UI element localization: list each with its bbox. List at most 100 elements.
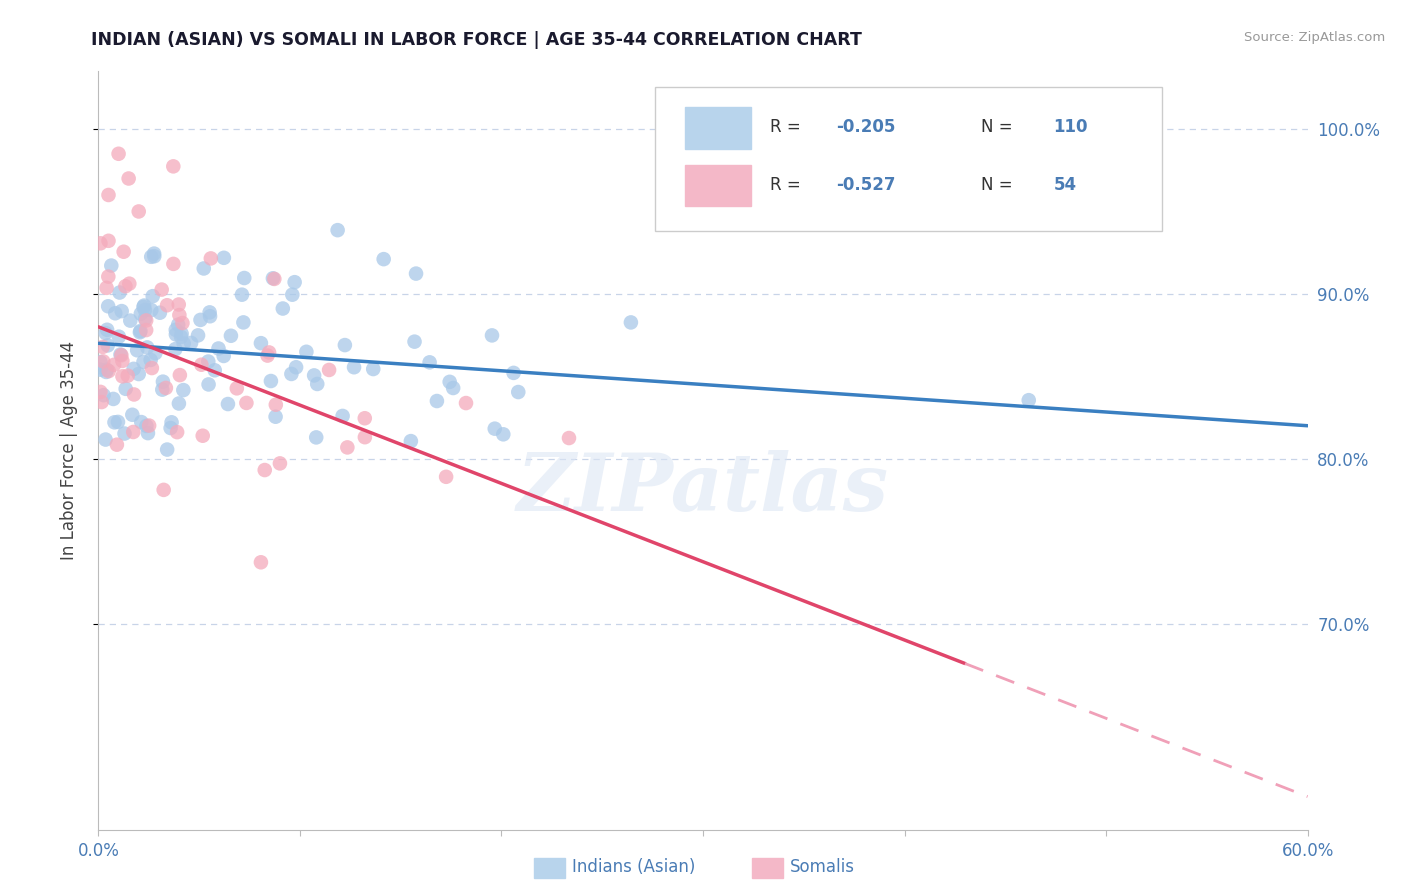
Point: [405, 267, 427, 281]
Text: ZIPatlas: ZIPatlas: [517, 450, 889, 527]
Point: [150, 383, 173, 397]
Point: [97, 299, 120, 313]
Point: [167, 396, 190, 410]
Point: [94, 326, 117, 340]
Point: [111, 369, 134, 384]
Point: [114, 382, 136, 396]
Point: [558, 431, 581, 445]
Point: [295, 344, 318, 359]
Point: [332, 409, 354, 423]
Point: [305, 430, 328, 444]
Point: [89, 384, 111, 399]
Point: [285, 360, 308, 375]
Point: [96, 281, 118, 295]
Point: [136, 426, 159, 441]
Point: [118, 171, 141, 186]
Point: [256, 349, 278, 363]
Text: R =: R =: [769, 176, 806, 194]
Point: [155, 381, 177, 395]
Text: N =: N =: [981, 176, 1018, 194]
Point: [284, 275, 307, 289]
Point: [134, 299, 156, 313]
Point: [318, 363, 340, 377]
Point: [117, 368, 139, 383]
Point: [110, 348, 132, 362]
Point: [165, 323, 187, 337]
Point: [260, 374, 283, 388]
Point: [120, 313, 142, 327]
Point: [281, 287, 304, 301]
Point: [143, 246, 166, 260]
Point: [135, 418, 157, 433]
Point: [198, 310, 221, 324]
Point: [169, 308, 191, 322]
Point: [97, 364, 120, 378]
Point: [141, 361, 163, 376]
Point: [135, 323, 157, 337]
Point: [135, 313, 157, 327]
Point: [97, 338, 120, 352]
Point: [128, 204, 150, 219]
Point: [620, 315, 643, 329]
Point: [271, 301, 294, 316]
Point: [129, 415, 152, 429]
Point: [141, 303, 163, 318]
Point: [253, 463, 276, 477]
Point: [134, 311, 156, 326]
Point: [404, 334, 426, 349]
Point: [91, 340, 114, 354]
Point: [484, 422, 506, 436]
Point: [434, 470, 457, 484]
Point: [212, 349, 235, 363]
Text: 110: 110: [1053, 119, 1088, 136]
Point: [166, 425, 188, 439]
Point: [492, 427, 515, 442]
Point: [143, 249, 166, 263]
Point: [165, 342, 187, 356]
Point: [108, 285, 131, 300]
Point: [233, 271, 256, 285]
Point: [149, 306, 172, 320]
Point: [167, 297, 190, 311]
Point: [94, 365, 117, 379]
Text: INDIAN (ASIAN) VS SOMALI IN LABOR FORCE | AGE 35-44 CORRELATION CHART: INDIAN (ASIAN) VS SOMALI IN LABOR FORCE …: [91, 31, 862, 49]
Point: [180, 335, 202, 350]
Point: [169, 368, 191, 383]
Point: [326, 223, 349, 237]
Point: [122, 387, 145, 401]
Point: [152, 483, 174, 497]
Point: [190, 358, 212, 372]
Point: [91, 354, 114, 368]
Point: [141, 250, 163, 264]
Point: [122, 425, 145, 439]
Point: [250, 336, 273, 351]
Text: -0.205: -0.205: [837, 119, 896, 136]
Point: [190, 313, 212, 327]
Point: [150, 283, 173, 297]
Point: [172, 316, 194, 330]
Point: [105, 438, 128, 452]
Point: [302, 368, 325, 383]
Point: [502, 366, 524, 380]
Point: [399, 434, 422, 449]
Point: [165, 327, 187, 342]
Y-axis label: In Labor Force | Age 35-44: In Labor Force | Age 35-44: [59, 341, 77, 560]
Point: [257, 345, 280, 359]
Point: [197, 377, 219, 392]
Point: [129, 307, 152, 321]
Point: [97, 234, 120, 248]
Point: [96, 323, 118, 337]
Point: [217, 397, 239, 411]
Point: [250, 555, 273, 569]
Point: [264, 398, 287, 412]
Point: [162, 257, 184, 271]
Point: [419, 355, 441, 369]
Point: [103, 415, 125, 429]
Point: [89, 355, 111, 369]
Point: [235, 396, 257, 410]
Point: [204, 363, 226, 377]
Point: [170, 330, 193, 344]
Point: [187, 328, 209, 343]
Point: [219, 328, 242, 343]
Point: [136, 340, 159, 354]
